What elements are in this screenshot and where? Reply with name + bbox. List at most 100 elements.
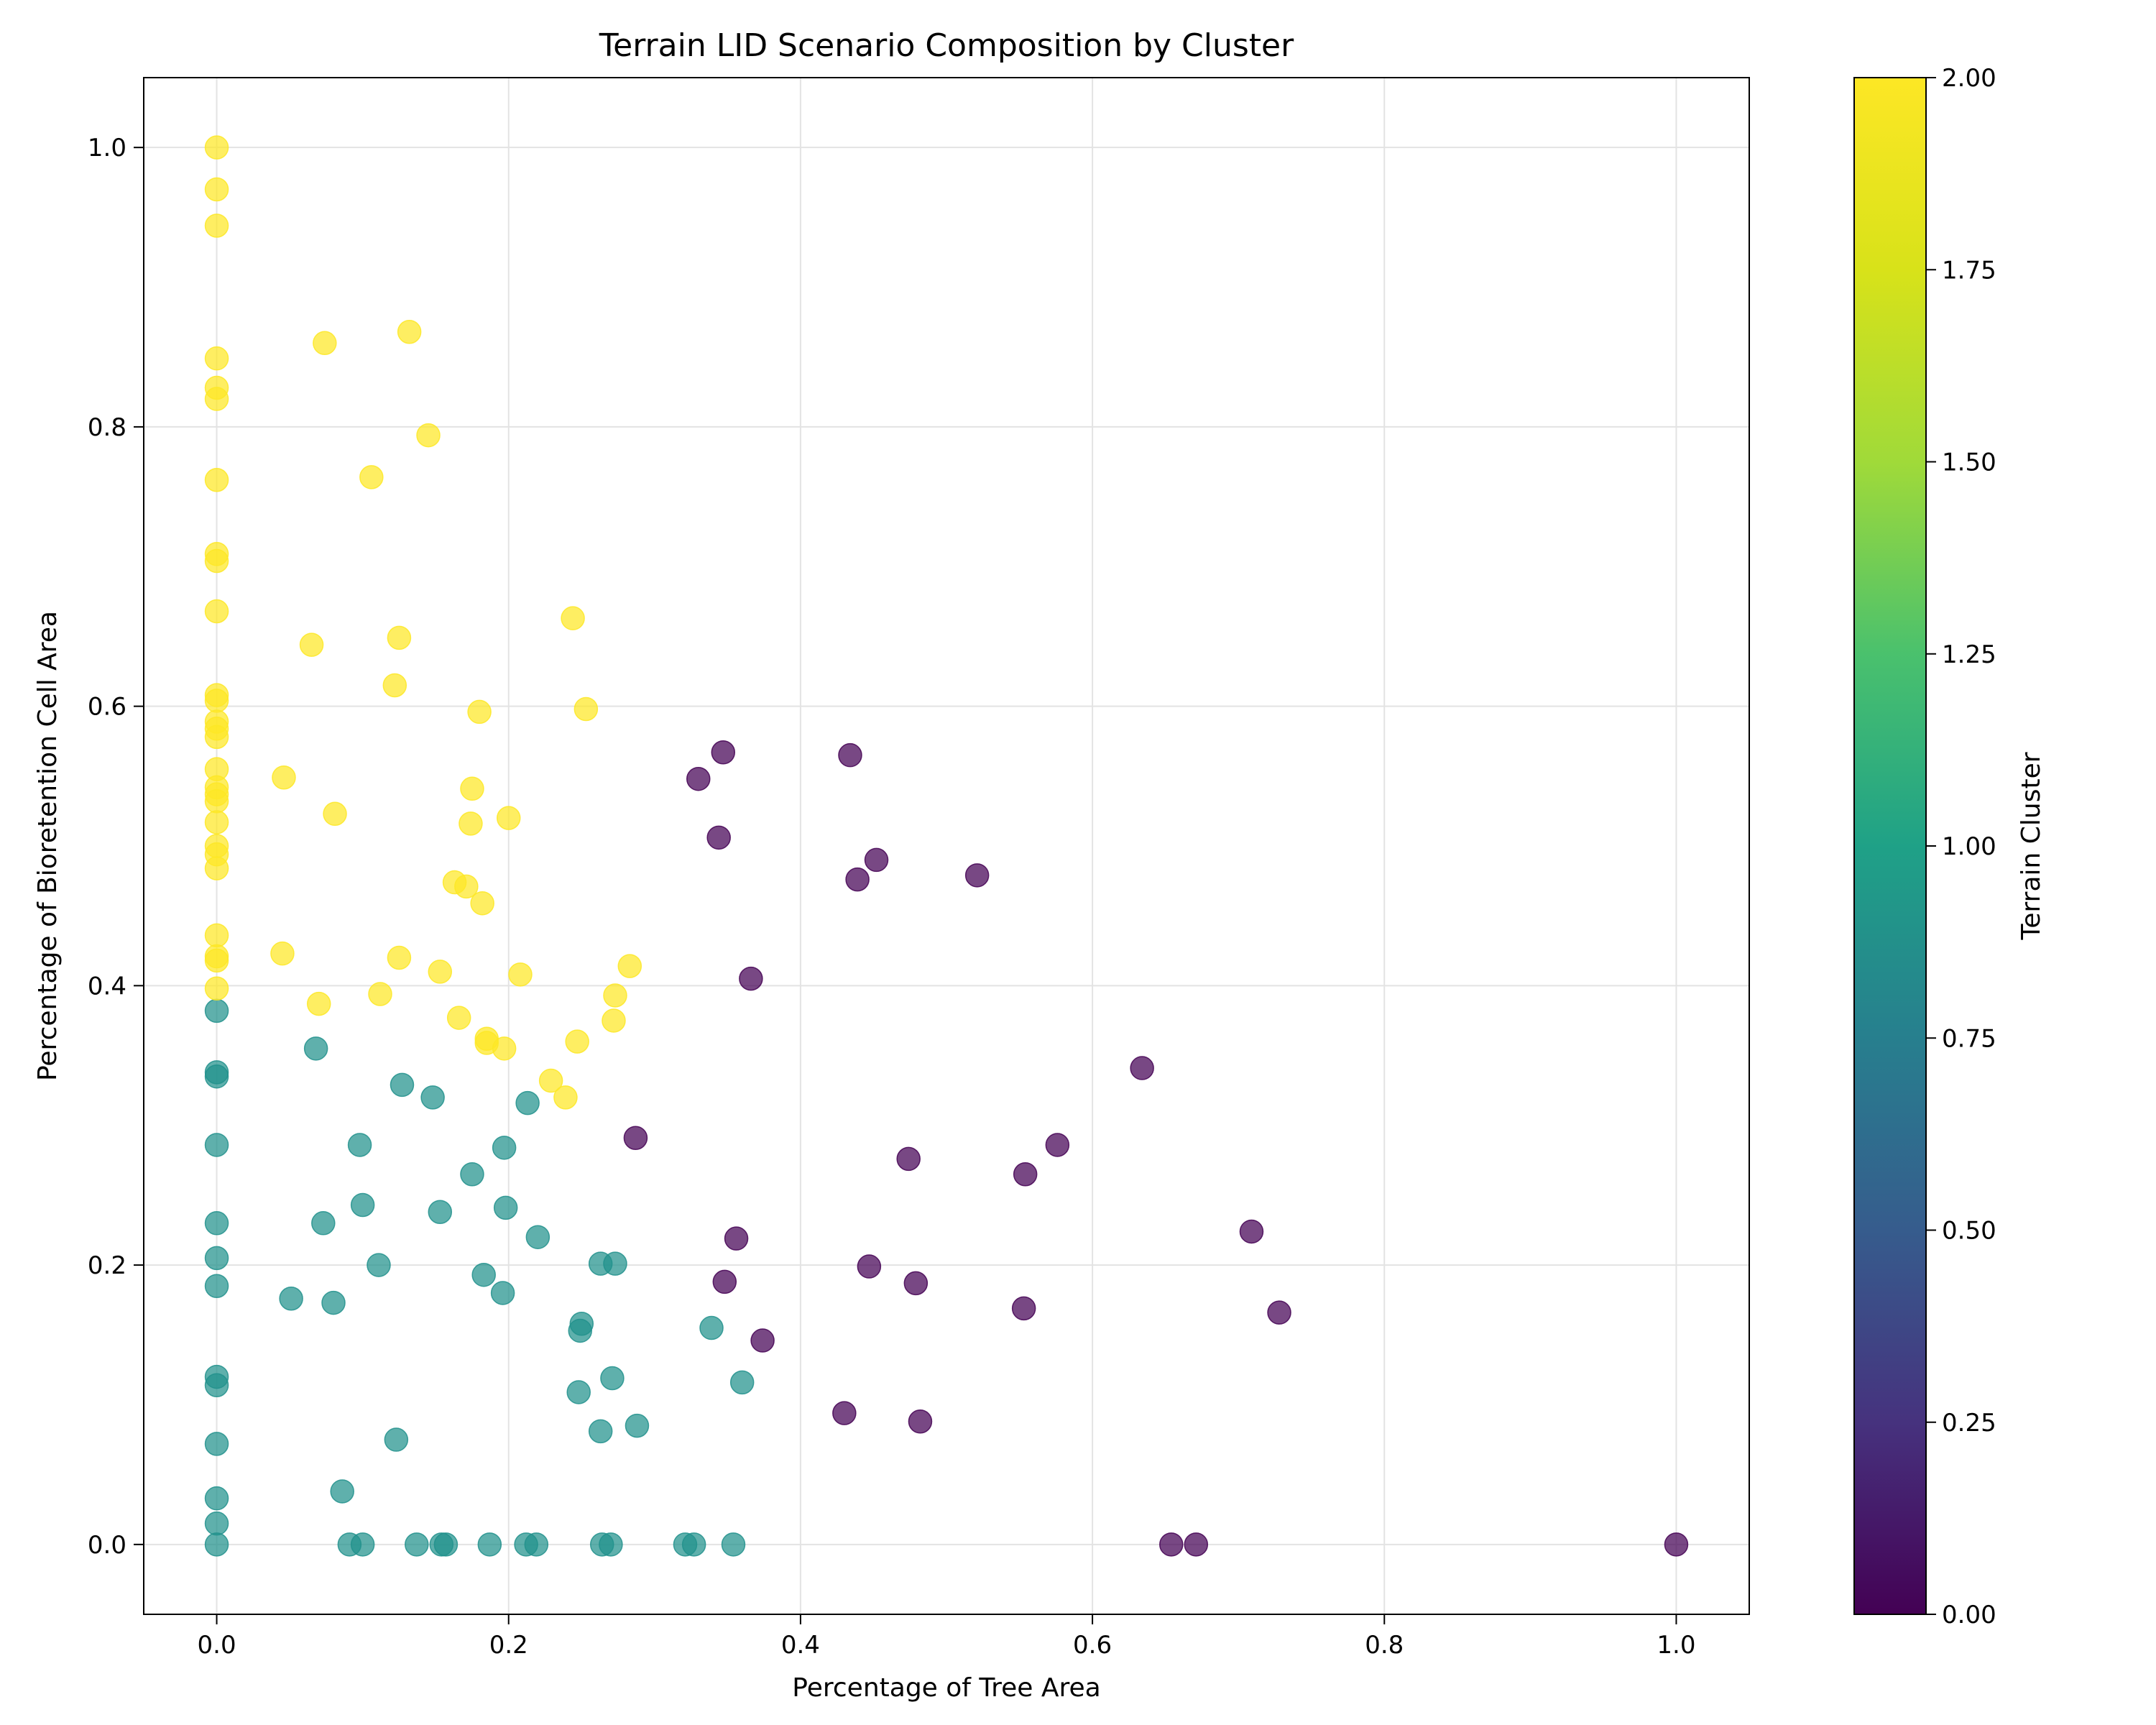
data-point-cluster-1	[204, 1133, 229, 1157]
data-point-cluster-2	[323, 801, 347, 827]
data-point-cluster-0	[712, 1269, 737, 1294]
data-point-cluster-2	[387, 625, 412, 650]
data-point-cluster-1	[204, 1511, 229, 1536]
data-point-cluster-2	[470, 891, 494, 916]
data-point-cluster-0	[1045, 1133, 1070, 1157]
data-point-cluster-0	[903, 1271, 929, 1296]
data-point-cluster-1	[405, 1532, 429, 1557]
data-point-cluster-1	[350, 1192, 375, 1218]
data-point-cluster-2	[508, 962, 533, 987]
data-point-cluster-2	[204, 387, 229, 411]
data-point-cluster-1	[204, 1274, 229, 1298]
data-point-cluster-1	[524, 1532, 549, 1557]
data-point-cluster-1	[566, 1380, 591, 1404]
data-point-cluster-1	[515, 1090, 540, 1116]
data-point-cluster-2	[617, 954, 642, 978]
data-point-cluster-1	[321, 1290, 346, 1315]
data-point-cluster-2	[204, 724, 229, 750]
data-point-cluster-1	[350, 1532, 375, 1557]
data-point-cluster-0	[1267, 1300, 1291, 1325]
data-point-cluster-2	[204, 599, 229, 624]
colorbar-tick-label: 2.00	[1942, 64, 1996, 93]
data-point-cluster-0	[1011, 1296, 1036, 1321]
data-point-cluster-0	[1013, 1162, 1038, 1187]
data-point-cluster-2	[204, 177, 229, 202]
data-point-cluster-2	[553, 1085, 578, 1110]
data-point-cluster-2	[416, 423, 441, 448]
data-point-cluster-2	[602, 1008, 626, 1033]
data-point-cluster-1	[279, 1286, 303, 1311]
data-point-cluster-2	[204, 346, 229, 371]
data-point-cluster-1	[625, 1413, 650, 1438]
data-points	[204, 135, 1689, 1557]
data-point-cluster-2	[368, 982, 392, 1006]
data-point-cluster-1	[204, 1064, 229, 1089]
y-axis-label: Percentage of Bioretention Cell Area	[33, 611, 63, 1081]
x-tick-label: 0.2	[489, 1631, 528, 1660]
colorbar-tick-label: 0.00	[1942, 1601, 1996, 1629]
x-axis-ticks: 0.0 0.2 0.4 0.6 0.8 1.0	[198, 1614, 1695, 1660]
chart-title: Terrain LID Scenario Composition by Clus…	[599, 27, 1294, 64]
data-point-cluster-2	[299, 632, 324, 657]
data-point-cluster-2	[272, 765, 296, 790]
x-tick-label: 0.0	[198, 1631, 236, 1660]
data-point-cluster-0	[832, 1401, 857, 1425]
data-point-cluster-2	[603, 983, 627, 1008]
data-point-cluster-0	[724, 1226, 749, 1251]
data-point-cluster-2	[387, 945, 412, 970]
data-point-cluster-1	[600, 1366, 625, 1391]
data-point-cluster-2	[382, 673, 407, 698]
data-point-cluster-0	[750, 1328, 775, 1353]
data-point-cluster-2	[306, 991, 331, 1016]
data-point-cluster-1	[420, 1085, 445, 1110]
data-point-cluster-2	[573, 696, 599, 722]
data-point-cluster-1	[588, 1419, 613, 1444]
colorbar-ticks: 0.00 0.25 0.50 0.75 1.00 1.25 1.50 1.75 2.00	[1926, 64, 1996, 1629]
data-point-cluster-1	[347, 1133, 372, 1157]
data-point-cluster-1	[477, 1532, 502, 1557]
data-point-cluster-0	[1664, 1532, 1689, 1557]
data-point-cluster-2	[492, 1036, 517, 1061]
y-tick-label: 0.2	[88, 1251, 126, 1280]
data-point-cluster-1	[525, 1225, 550, 1249]
data-point-cluster-2	[204, 923, 229, 948]
data-point-cluster-0	[1130, 1056, 1154, 1080]
data-point-cluster-2	[204, 135, 229, 160]
grid-lines	[144, 78, 1749, 1614]
data-point-cluster-1	[204, 1532, 229, 1557]
data-point-cluster-1	[204, 1211, 229, 1236]
data-point-cluster-0	[686, 766, 711, 791]
data-point-cluster-2	[428, 960, 453, 984]
colorbar-tick-label: 1.75	[1942, 256, 1996, 285]
data-point-cluster-2	[454, 874, 479, 899]
data-point-cluster-1	[699, 1315, 724, 1340]
data-point-cluster-1	[303, 1036, 328, 1061]
data-point-cluster-2	[397, 319, 422, 344]
data-point-cluster-0	[1184, 1532, 1209, 1557]
data-point-cluster-2	[204, 810, 229, 834]
data-point-cluster-1	[493, 1195, 518, 1220]
data-point-cluster-1	[367, 1253, 391, 1277]
data-point-cluster-0	[623, 1126, 648, 1150]
data-point-cluster-2	[538, 1068, 563, 1093]
data-point-cluster-0	[1159, 1532, 1184, 1557]
data-point-cluster-2	[446, 1006, 471, 1030]
colorbar-tick-label: 1.00	[1942, 832, 1996, 861]
data-point-cluster-1	[428, 1200, 453, 1224]
data-point-cluster-0	[964, 863, 990, 888]
data-point-cluster-2	[359, 465, 384, 489]
colorbar-tick-label: 0.50	[1942, 1217, 1996, 1246]
x-tick-label: 0.6	[1073, 1631, 1112, 1660]
data-point-cluster-1	[721, 1532, 746, 1557]
data-point-cluster-0	[896, 1146, 921, 1172]
data-point-cluster-2	[565, 1029, 589, 1054]
colorbar-tick-label: 0.25	[1942, 1409, 1996, 1438]
data-point-cluster-0	[739, 966, 763, 991]
data-point-cluster-1	[204, 1486, 229, 1511]
y-tick-label: 0.0	[88, 1531, 126, 1560]
data-point-cluster-2	[313, 331, 337, 356]
data-point-cluster-2	[459, 811, 483, 836]
data-point-cluster-2	[204, 548, 229, 574]
data-point-cluster-0	[1239, 1219, 1264, 1244]
